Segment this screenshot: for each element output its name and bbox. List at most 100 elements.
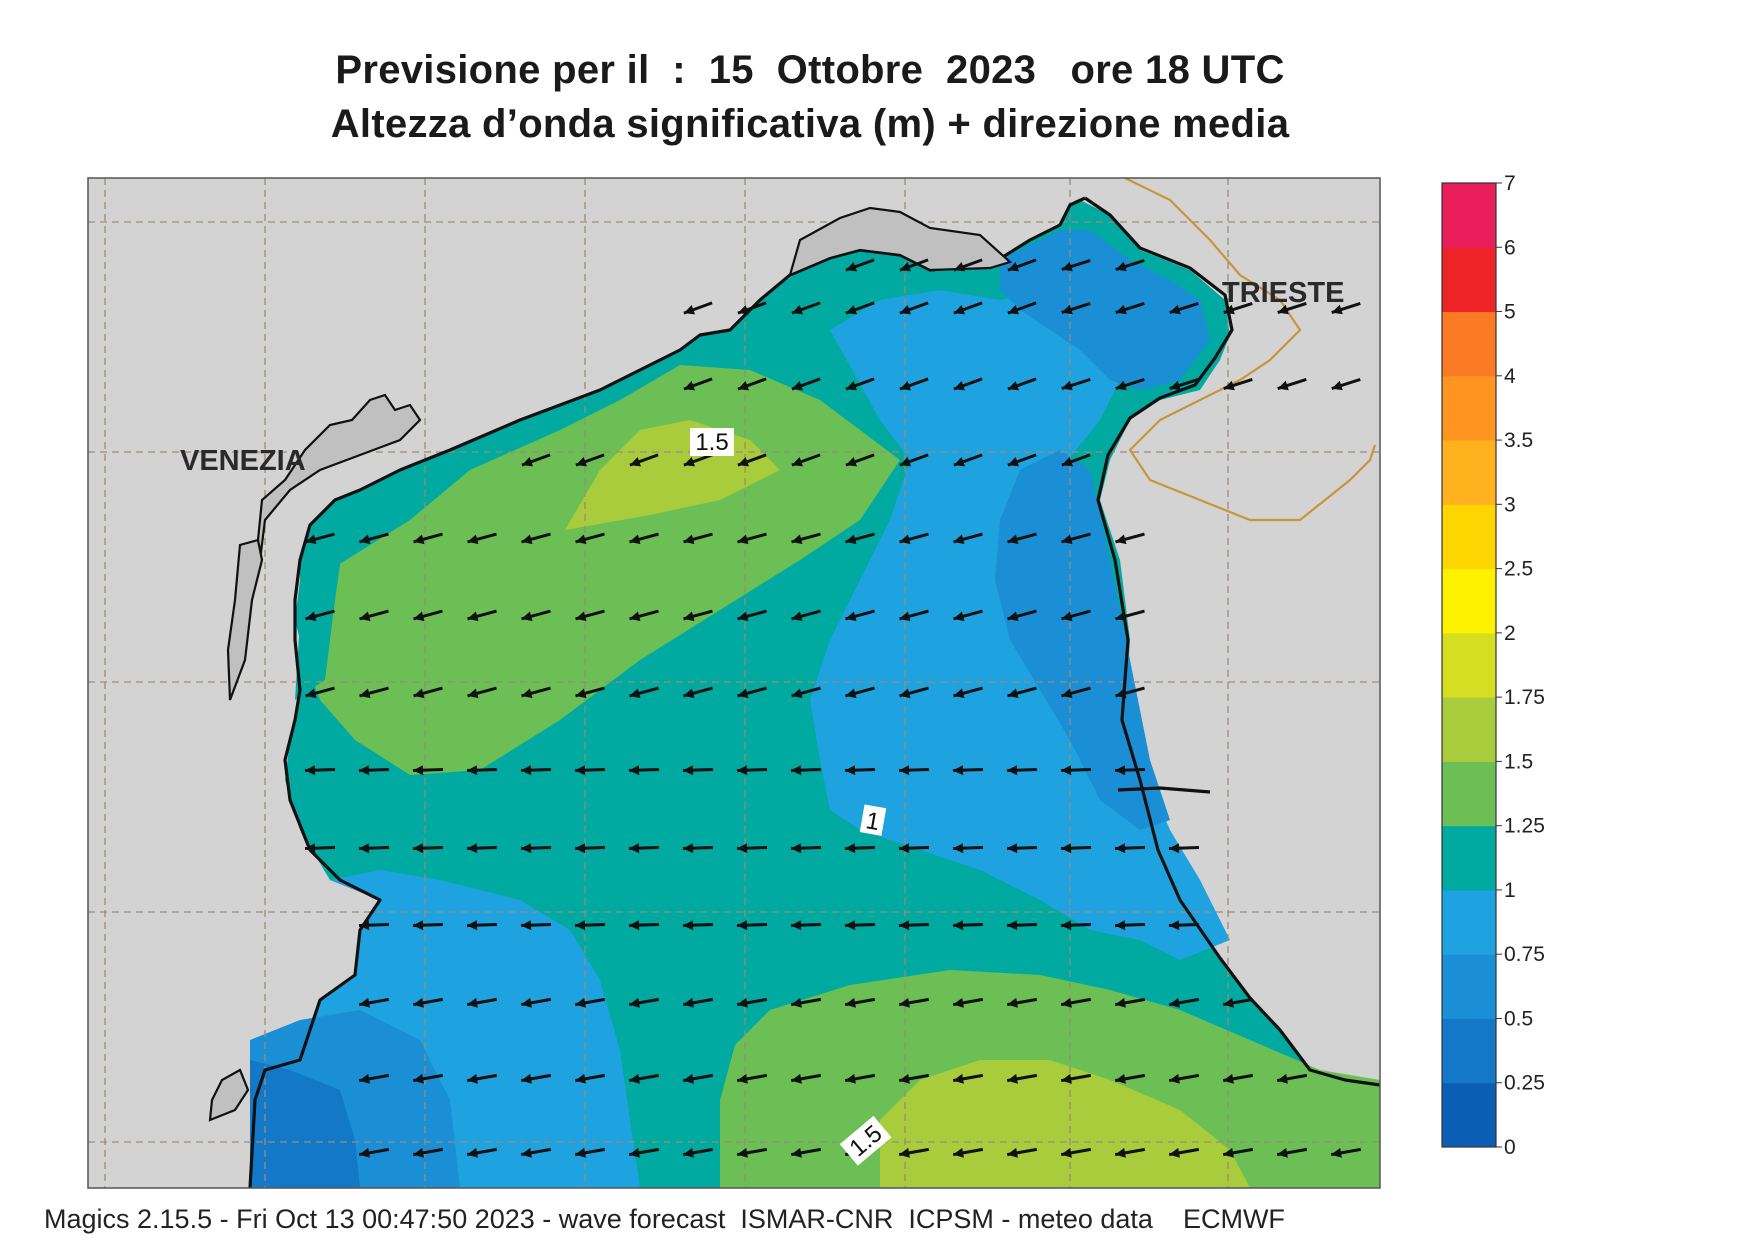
- wave-direction-arrowhead: [791, 381, 803, 391]
- delta: [208, 1068, 250, 1122]
- wave-direction-arrowhead: [791, 920, 802, 931]
- contour-label-middle-text: 1: [864, 807, 882, 836]
- wave-direction-arrowhead: [1169, 1147, 1180, 1158]
- wave-direction-arrowhead: [305, 534, 317, 545]
- wave-direction-arrowhead: [521, 1147, 532, 1158]
- wave-direction-arrowhead: [629, 1147, 640, 1158]
- wave-direction-arrowhead: [467, 1147, 478, 1158]
- wave-direction-arrowhead: [1115, 1147, 1126, 1158]
- wave-direction-arrowhead: [845, 920, 856, 931]
- wave-direction-arrowhead: [683, 457, 695, 467]
- wave-direction-arrowhead: [953, 843, 964, 854]
- wave-direction-arrowhead: [1331, 380, 1343, 391]
- wave-direction-arrowhead: [683, 843, 694, 854]
- band-0.5-0.75-gulf: [1000, 230, 1210, 390]
- wave-direction-arrowhead: [575, 534, 587, 545]
- wave-direction-arrowhead: [629, 920, 640, 931]
- wave-direction-arrowhead: [1061, 1073, 1072, 1084]
- wave-direction-arrowhead: [1277, 1073, 1288, 1084]
- wave-direction-arrowhead: [845, 843, 856, 854]
- graticule: [88, 178, 1380, 1188]
- colorbar-label: 1: [1504, 879, 1516, 902]
- wave-direction-arrowhead: [629, 611, 641, 622]
- colorbar-label: 7: [1504, 172, 1516, 195]
- wave-direction-arrowhead: [359, 843, 370, 854]
- wave-direction-arrowhead: [359, 1147, 370, 1158]
- wave-direction-arrowhead: [953, 688, 965, 699]
- colorbar-swatch: [1442, 504, 1496, 570]
- wave-direction-arrowhead: [737, 534, 749, 545]
- wave-direction-arrowhead: [953, 920, 964, 931]
- wave-direction-arrowhead: [1223, 1073, 1234, 1084]
- wave-direction-arrowhead: [575, 843, 586, 854]
- wave-direction-arrowhead: [845, 765, 856, 776]
- colorbar-label: 5: [1504, 301, 1516, 324]
- wave-direction-arrowhead: [467, 920, 478, 931]
- wave-direction-arrowhead: [899, 262, 911, 272]
- colorbar-swatch: [1442, 889, 1496, 955]
- wave-direction-arrowhead: [845, 997, 856, 1008]
- wave-direction-arrowhead: [467, 765, 478, 776]
- wave-direction-arrowhead: [575, 997, 586, 1008]
- colorbar-swatch: [1442, 247, 1496, 313]
- wave-direction-arrowhead: [575, 765, 586, 776]
- colorbar-frame: [1441, 182, 1497, 1148]
- colorbar-swatch: [1442, 825, 1496, 891]
- colorbar-swatch: [1442, 1018, 1496, 1084]
- lagoon-islands: [256, 393, 422, 561]
- wave-direction-arrowhead: [683, 1147, 694, 1158]
- wave-direction-arrowhead: [683, 611, 695, 622]
- wave-direction-arrowhead: [1115, 534, 1127, 545]
- wave-direction-arrowhead: [737, 843, 748, 854]
- wave-direction-arrowhead: [629, 457, 641, 467]
- colorbar-label: 2: [1504, 622, 1516, 645]
- colorbar-label: 1.75: [1504, 686, 1545, 709]
- wave-direction-arrowhead: [1061, 380, 1073, 391]
- wave-direction-arrowhead: [1007, 1147, 1018, 1158]
- wave-direction-arrowhead: [1061, 457, 1073, 467]
- contour-label-middle: 1: [859, 804, 887, 836]
- wave-direction-arrowhead: [899, 611, 911, 622]
- wave-direction-arrowhead: [1223, 1147, 1234, 1158]
- colorbar-label: 4: [1504, 365, 1516, 388]
- wave-direction-arrowhead: [305, 611, 317, 622]
- wave-direction-arrowhead: [845, 381, 857, 391]
- wave-direction-arrowhead: [575, 611, 587, 622]
- wave-direction-arrowhead: [575, 920, 586, 931]
- wave-direction-arrowhead: [953, 611, 965, 622]
- wave-direction-arrowhead: [683, 381, 695, 391]
- wave-direction-arrowhead: [1115, 1073, 1126, 1084]
- wave-direction-arrowhead: [1169, 843, 1180, 854]
- wave-direction-arrowhead: [1007, 305, 1019, 315]
- wave-direction-arrowhead: [521, 1073, 532, 1084]
- wave-direction-arrowhead: [737, 688, 749, 699]
- wave-direction-arrowhead: [1223, 380, 1235, 391]
- wave-direction-arrowhead: [1115, 997, 1126, 1008]
- wave-direction-arrows: [304, 258, 1362, 1158]
- wave-direction-arrowhead: [1223, 997, 1234, 1008]
- wave-direction-arrowhead: [1061, 997, 1072, 1008]
- wave-direction-arrowhead: [1061, 304, 1073, 315]
- wave-direction-arrowhead: [845, 262, 857, 272]
- colorbar-swatch: [1442, 440, 1496, 505]
- wave-direction-arrowhead: [305, 765, 316, 776]
- wave-direction-arrowhead: [359, 997, 370, 1008]
- wave-direction-arrowhead: [521, 611, 533, 622]
- wave-direction-arrowhead: [1061, 920, 1072, 931]
- wave-direction-arrowhead: [575, 1073, 586, 1084]
- wave-direction-arrowhead: [629, 765, 640, 776]
- wave-direction-arrowhead: [899, 997, 910, 1008]
- wave-direction-arrowhead: [899, 843, 910, 854]
- wave-direction-arrowhead: [1061, 765, 1072, 776]
- wave-direction-arrowhead: [683, 688, 695, 699]
- wave-direction-arrowhead: [413, 688, 425, 699]
- wave-direction-arrowhead: [953, 457, 965, 467]
- wave-direction-arrowhead: [791, 1147, 802, 1158]
- wave-direction-arrowhead: [575, 457, 587, 467]
- wave-direction-arrowhead: [899, 765, 910, 776]
- wave-direction-arrowhead: [791, 457, 803, 467]
- band-1.5-1.75-south: [880, 1060, 1250, 1188]
- wave-direction-arrowhead: [737, 457, 749, 467]
- wave-direction-arrowhead: [683, 534, 695, 545]
- wave-direction-arrowhead: [413, 920, 424, 931]
